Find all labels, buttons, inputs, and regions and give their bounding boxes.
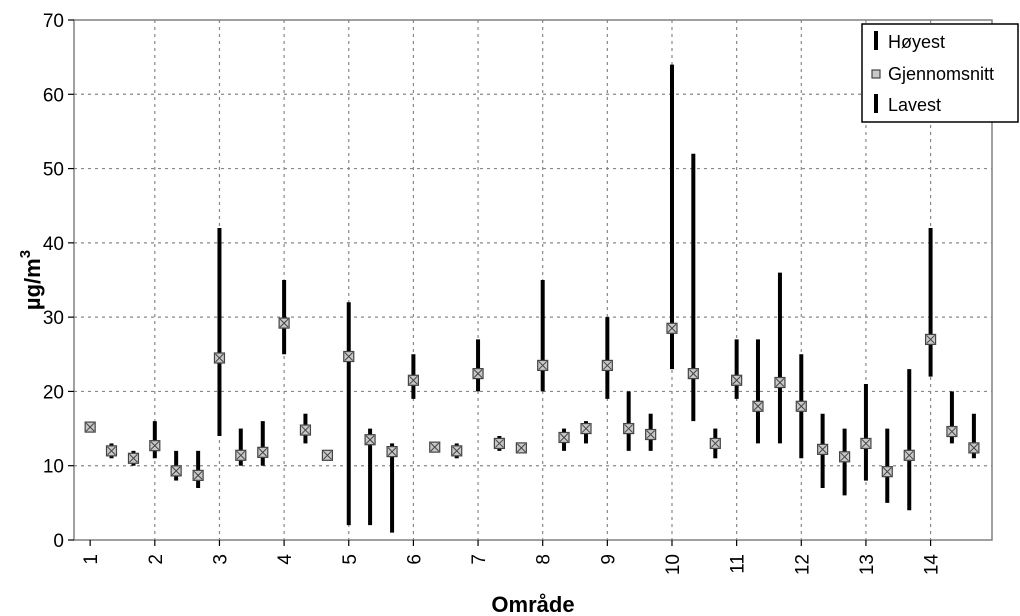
average-series: [84, 317, 980, 481]
legend-label-average: Gjennomsnitt: [888, 64, 994, 84]
average-marker: [839, 451, 851, 463]
y-axis-title: µg/m3: [17, 250, 45, 310]
average-marker: [451, 445, 463, 457]
plot-area-frame: [73, 19, 993, 541]
y-tick-label: 30: [43, 308, 64, 329]
x-tick-label: 10: [663, 554, 684, 575]
average-marker: [493, 437, 505, 450]
x-tick-label: 11: [728, 554, 749, 574]
average-marker: [472, 368, 484, 380]
average-marker: [946, 425, 958, 438]
x-axis-ticks: 1 2 3 4 5 6 7 8 9 10 11 12 13 14: [81, 540, 943, 576]
average-marker: [645, 428, 657, 441]
average-marker: [235, 449, 247, 461]
grid-lines: [74, 20, 992, 540]
average-marker: [687, 368, 699, 380]
y-tick-label: 50: [43, 160, 64, 181]
average-marker: [860, 437, 872, 450]
average-marker: [558, 431, 570, 444]
average-marker: [343, 350, 355, 363]
x-tick-label: 4: [275, 554, 296, 565]
average-marker: [170, 465, 182, 477]
average-marker: [278, 317, 290, 329]
average-marker: [364, 434, 376, 446]
y-tick-label: 70: [43, 11, 64, 32]
y-tick-label: 10: [43, 457, 64, 478]
x-tick-label: 7: [469, 554, 490, 565]
average-marker: [257, 446, 269, 458]
y-tick-label: 0: [53, 531, 64, 552]
average-marker: [731, 374, 743, 386]
average-marker: [752, 400, 764, 412]
y-tick-label: 20: [43, 382, 64, 403]
average-marker: [623, 422, 635, 435]
y-axis-title-superscript: 3: [17, 250, 34, 258]
average-marker: [601, 359, 613, 372]
average-marker: [192, 469, 204, 481]
x-tick-label: 6: [404, 554, 425, 565]
average-marker: [537, 359, 549, 372]
average-marker: [709, 437, 721, 450]
x-tick-label: 5: [340, 554, 361, 565]
x-tick-label: 14: [922, 554, 943, 576]
legend-label-low: Lavest: [888, 95, 941, 115]
average-marker: [127, 452, 140, 464]
average-marker: [213, 352, 226, 364]
legend-box: [861, 23, 1019, 123]
average-marker: [429, 441, 441, 453]
y-axis-ticks: 0 10 20 30 40 50 60 70: [43, 11, 74, 552]
y-tick-label: 40: [43, 234, 64, 255]
average-marker: [968, 442, 980, 454]
average-marker: [924, 333, 937, 346]
x-tick-label: 2: [146, 554, 167, 565]
average-marker: [666, 322, 678, 334]
average-marker: [881, 466, 893, 478]
average-marker: [515, 442, 527, 454]
x-tick-label: 8: [534, 554, 555, 565]
x-tick-label: 12: [792, 554, 813, 575]
average-marker: [580, 422, 592, 435]
y-tick-label: 60: [43, 85, 64, 106]
x-tick-label: 9: [598, 554, 619, 565]
y-axis-title-base: µg/m: [20, 258, 45, 310]
average-marker: [299, 424, 312, 436]
average-marker: [321, 449, 334, 461]
average-marker: [149, 440, 161, 452]
average-marker: [105, 445, 118, 457]
average-marker: [795, 400, 807, 412]
x-tick-label: 3: [210, 554, 231, 565]
average-marker: [386, 446, 398, 458]
x-tick-label: 13: [857, 554, 878, 575]
legend-label-high: Høyest: [888, 32, 945, 52]
average-marker: [84, 421, 96, 433]
legend-average-icon: [871, 69, 881, 79]
average-marker: [903, 449, 915, 461]
average-marker: [817, 443, 829, 455]
x-tick-label: 1: [81, 554, 102, 565]
x-axis-title: Område: [491, 592, 574, 616]
average-marker: [407, 374, 420, 386]
legend: Høyest Gjennomsnitt Lavest: [861, 23, 1019, 123]
average-marker: [774, 376, 786, 389]
